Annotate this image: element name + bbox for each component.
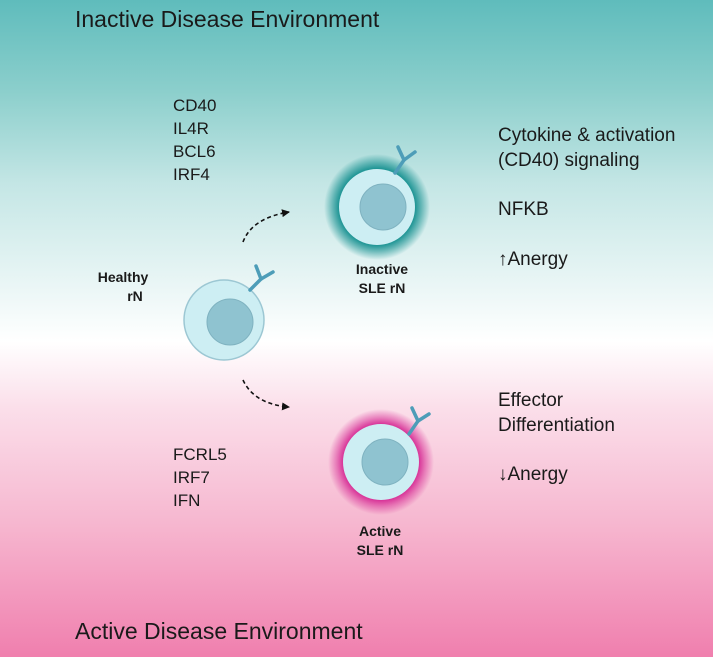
effector-note: Effector Differentiation — [498, 388, 615, 438]
gene-irf7: IRF7 — [173, 468, 210, 487]
arrow-to-active-icon — [242, 379, 290, 411]
inactive-cell-nucleus — [359, 183, 407, 231]
effector-line1: Effector — [498, 390, 564, 411]
healthy-label-line1: Healthy — [97, 269, 149, 285]
cytokine-line2: (CD40) signaling — [498, 150, 640, 171]
anergy-up-note: ↑Anergy — [498, 249, 568, 270]
gene-cd40: CD40 — [173, 96, 217, 115]
inactive-label-line2: SLE rN — [358, 280, 406, 296]
healthy-label-line2: rN — [127, 288, 143, 304]
healthy-cell-nucleus — [206, 298, 254, 346]
active-sle-cell — [328, 406, 434, 515]
active-label-line1: Active — [358, 523, 402, 539]
healthy-antibody-icon — [248, 264, 275, 292]
active-cell-nucleus — [361, 438, 409, 486]
inactive-label-line1: Inactive — [355, 261, 409, 277]
anergy-down-note: ↓Anergy — [498, 464, 568, 485]
gene-ifn: IFN — [173, 491, 201, 510]
arrow-to-inactive-icon — [242, 209, 290, 243]
inactive-sle-cell — [324, 145, 430, 260]
gene-fcrl5: FCRL5 — [173, 445, 227, 464]
active-environment-title: Active Disease Environment — [75, 618, 363, 644]
nfkb-note: NFKB — [498, 199, 549, 220]
healthy-cell-label: Healthy rN — [86, 268, 160, 306]
active-antibody-icon — [407, 406, 431, 436]
gene-irf4: IRF4 — [173, 165, 210, 184]
gene-il4r: IL4R — [173, 119, 209, 138]
inactive-cell-label: Inactive SLE rN — [340, 260, 424, 298]
inactive-environment-title: Inactive Disease Environment — [75, 6, 380, 32]
effector-line2: Differentiation — [498, 415, 615, 436]
cytokine-note: Cytokine & activation (CD40) signaling — [498, 123, 675, 173]
inactive-gene-list: CD40 IL4R BCL6 IRF4 — [173, 94, 216, 186]
healthy-cell — [183, 264, 275, 361]
active-gene-list: FCRL5 IRF7 IFN — [173, 443, 227, 512]
active-label-line2: SLE rN — [356, 542, 404, 558]
active-cell-label: Active SLE rN — [338, 522, 422, 560]
inactive-antibody-icon — [393, 145, 417, 175]
gene-bcl6: BCL6 — [173, 142, 216, 161]
cytokine-line1: Cytokine & activation — [498, 125, 676, 146]
